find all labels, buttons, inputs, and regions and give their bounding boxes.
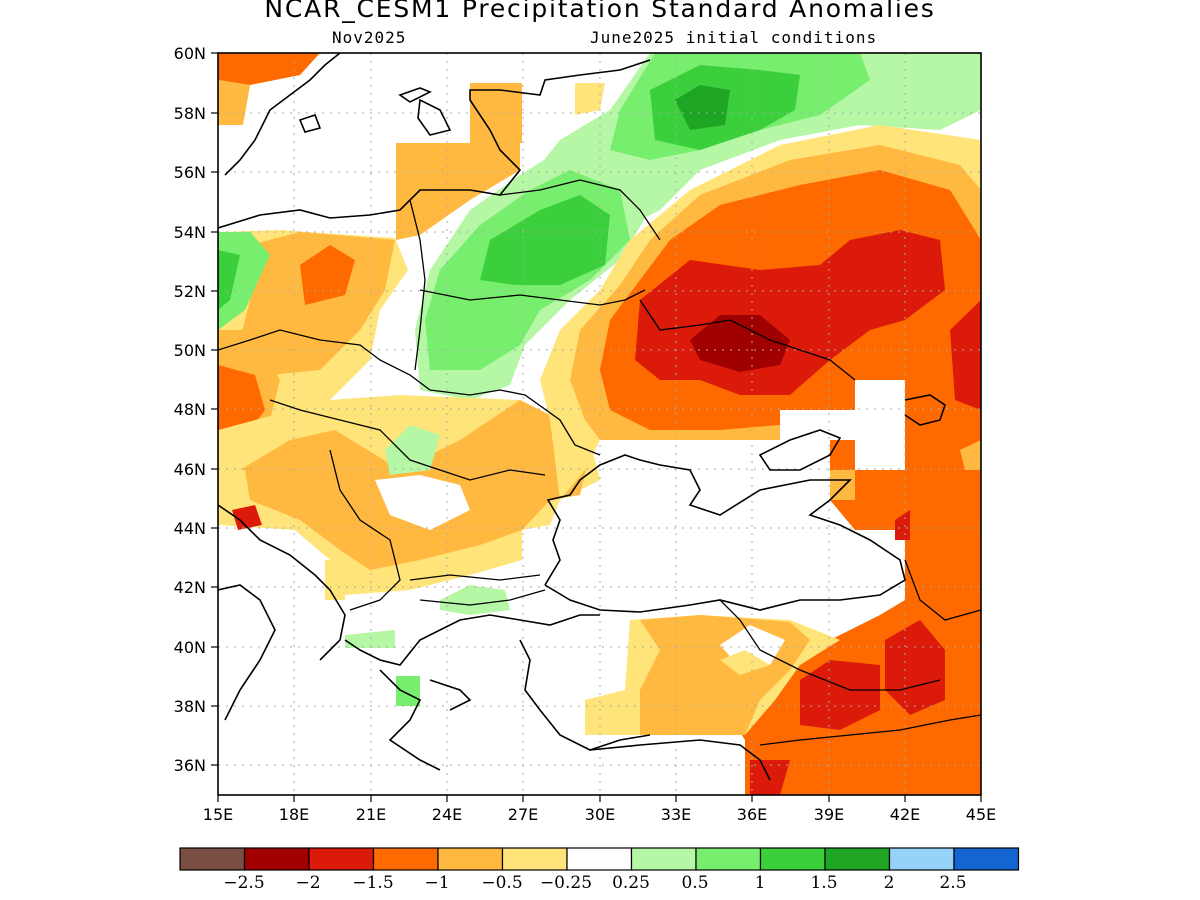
- lat-label-50n: 50N: [173, 341, 206, 360]
- colorbar: [179, 847, 1020, 871]
- colorbar-label: 0.25: [612, 873, 650, 893]
- anomaly-region: [385, 425, 440, 475]
- colorbar-swatch: [759, 847, 826, 871]
- anomaly-region: [830, 470, 855, 500]
- anomaly-region: [240, 232, 395, 375]
- colorbar-swatch: [566, 847, 633, 871]
- anomaly-region: [440, 585, 510, 615]
- anomaly-region: [345, 630, 395, 648]
- colorbar-label: 1: [754, 873, 766, 893]
- anomaly-region: [396, 676, 420, 706]
- colorbar-swatch: [243, 847, 310, 871]
- map-title: NCAR_CESM1 Precipitation Standard Anomal…: [264, 0, 936, 23]
- colorbar-label: −0.25: [539, 873, 593, 893]
- colorbar-swatch: [372, 847, 439, 871]
- lat-label-44n: 44N: [173, 519, 206, 538]
- coastlines: [218, 53, 981, 781]
- adriatic-coast: [218, 504, 346, 661]
- anomaly-region: [470, 83, 522, 143]
- lon-label-42e: 42E: [889, 805, 921, 824]
- anomaly-region: [575, 83, 605, 115]
- lat-label-56n: 56N: [173, 163, 206, 182]
- colorbar-label: 2: [883, 873, 895, 893]
- country-borders: [218, 329, 601, 456]
- lat-label-46n: 46N: [173, 460, 206, 479]
- initial-conditions: June2025 initial conditions: [590, 28, 878, 47]
- colorbar-swatch: [179, 847, 246, 871]
- colorbar-label: −1.5: [352, 873, 394, 893]
- anomaly-region: [950, 300, 981, 410]
- lon-label-30e: 30E: [584, 805, 616, 824]
- lat-label-60n: 60N: [173, 44, 206, 63]
- lat-label-54n: 54N: [173, 223, 206, 242]
- anomaly-region: [218, 470, 250, 500]
- lat-label-52n: 52N: [173, 282, 206, 301]
- colorbar-swatch: [824, 847, 891, 871]
- aegean-coast: [344, 614, 600, 666]
- lon-label-33e: 33E: [660, 805, 692, 824]
- baltic-coast: [218, 59, 651, 229]
- colorbar-label: −2: [295, 873, 321, 893]
- lon-label-18e: 18E: [278, 805, 310, 824]
- colorbar-label: −2.5: [223, 873, 265, 893]
- lat-label-58n: 58N: [173, 104, 206, 123]
- anomaly-region: [218, 80, 250, 125]
- anomaly-region: [480, 195, 610, 285]
- colorbar-label: 0.5: [681, 873, 709, 893]
- forecast-month: Nov2025: [332, 28, 407, 47]
- colorbar-label: 1.5: [810, 873, 838, 893]
- anomaly-region: [675, 85, 730, 130]
- lon-label-27e: 27E: [507, 805, 539, 824]
- anomaly-region: [232, 505, 262, 530]
- colorbar-swatch: [953, 847, 1020, 871]
- anomaly-region: [720, 650, 770, 675]
- anomaly-region: [375, 475, 470, 530]
- colorbar-swatch: [888, 847, 955, 871]
- lat-label-38n: 38N: [173, 697, 206, 716]
- anomaly-region: [895, 510, 910, 540]
- lat-label-42n: 42N: [173, 578, 206, 597]
- anomaly-region: [960, 440, 981, 470]
- lat-label-48n: 48N: [173, 400, 206, 419]
- anomaly-region: [218, 250, 240, 310]
- lon-label-24e: 24E: [431, 805, 463, 824]
- anomaly-region: [396, 143, 520, 240]
- anomaly-shading: [218, 53, 981, 795]
- anomaly-region: [325, 560, 345, 600]
- lon-label-45e: 45E: [965, 805, 997, 824]
- lat-label-40n: 40N: [173, 638, 206, 657]
- lon-label-36e: 36E: [736, 805, 768, 824]
- anomaly-region: [300, 245, 355, 305]
- colorbar-label: −1: [424, 873, 450, 893]
- lon-label-39e: 39E: [813, 805, 845, 824]
- black-sea-coast: [544, 454, 906, 613]
- colorbar-swatch: [501, 847, 568, 871]
- colorbar-swatch: [308, 847, 375, 871]
- lon-label-21e: 21E: [355, 805, 387, 824]
- colorbar-label: −0.5: [481, 873, 523, 893]
- anomaly-region: [750, 760, 790, 795]
- colorbar-swatch: [695, 847, 762, 871]
- colorbar-label: 2.5: [939, 873, 967, 893]
- axis-ticks: [211, 52, 982, 802]
- lon-label-15e: 15E: [202, 805, 234, 824]
- colorbar-swatch: [630, 847, 697, 871]
- anomaly-region: [885, 620, 945, 715]
- lat-label-36n: 36N: [173, 756, 206, 775]
- anomaly-region: [690, 315, 790, 372]
- colorbar-swatch: [437, 847, 504, 871]
